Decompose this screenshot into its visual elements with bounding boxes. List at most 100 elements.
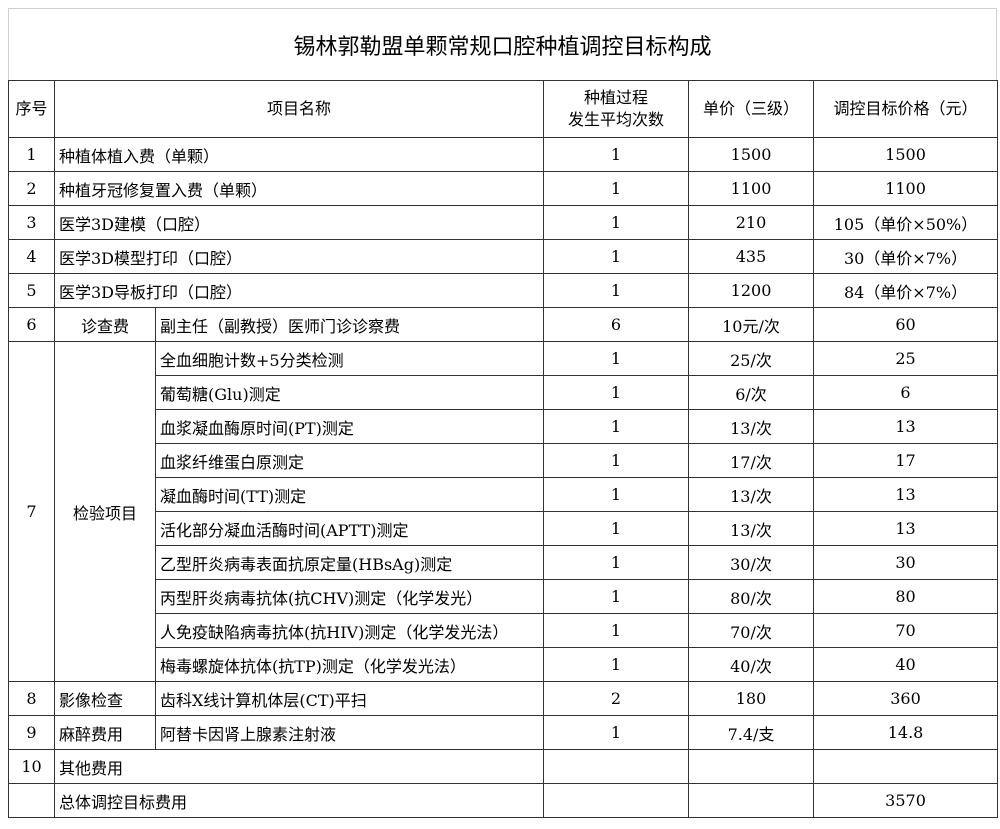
target-cell: 84（单价×7%） bbox=[813, 273, 999, 308]
price-cell: 40/次 bbox=[688, 647, 815, 682]
table-row: 8 影像检查 齿科X线计算机体层(CT)平扫 2 180 360 bbox=[8, 681, 999, 716]
table-row: 乙型肝炎病毒表面抗原定量(HBsAg)测定 1 30/次 30 bbox=[9, 545, 999, 580]
category-cell: 麻醉费用 bbox=[54, 715, 156, 750]
times-cell: 1 bbox=[543, 511, 690, 546]
table-row: 人免疫缺陷病毒抗体(抗HIV)测定（化学发光法） 1 70/次 70 bbox=[9, 613, 999, 648]
item-name: 阿替卡因肾上腺素注射液 bbox=[154, 715, 545, 750]
price-cell: 435 bbox=[688, 239, 815, 274]
item-name: 凝血酶时间(TT)测定 bbox=[154, 477, 545, 512]
item-name: 医学3D导板打印（口腔） bbox=[53, 273, 545, 308]
item-name: 种植牙冠修复置入费（单颗） bbox=[53, 171, 545, 206]
table-row: 总体调控目标费用 3570 bbox=[8, 783, 999, 818]
target-cell: 17 bbox=[813, 443, 999, 478]
row-number: 8 bbox=[8, 681, 55, 716]
header-price: 单价（三级） bbox=[688, 80, 815, 138]
price-cell: 80/次 bbox=[688, 579, 815, 614]
target-cell: 25 bbox=[813, 341, 999, 376]
price-cell: 13/次 bbox=[688, 477, 815, 512]
price-cell: 1100 bbox=[688, 171, 815, 206]
row-number: 4 bbox=[8, 239, 55, 274]
times-cell: 1 bbox=[543, 137, 690, 172]
row-number: 7 bbox=[8, 341, 55, 682]
table-row: 葡萄糖(Glu)测定 1 6/次 6 bbox=[9, 375, 999, 410]
row-number: 2 bbox=[8, 171, 55, 206]
target-cell: 13 bbox=[813, 409, 999, 444]
target-cell: 105（单价×50%） bbox=[813, 205, 999, 240]
times-cell: 1 bbox=[543, 205, 690, 240]
price-cell: 13/次 bbox=[688, 511, 815, 546]
times-cell: 1 bbox=[543, 409, 690, 444]
table-row: 血浆凝血酶原时间(PT)测定 1 13/次 13 bbox=[9, 409, 999, 444]
price-cell: 70/次 bbox=[688, 613, 815, 648]
table-row: 7 检验项目 全血细胞计数+5分类检测 1 25/次 25 bbox=[8, 341, 999, 682]
row-number: 9 bbox=[8, 715, 55, 750]
row-number: 6 bbox=[8, 307, 55, 342]
times-cell: 1 bbox=[543, 443, 690, 478]
row-number: 5 bbox=[8, 273, 55, 308]
times-cell: 1 bbox=[543, 273, 690, 308]
times-cell: 1 bbox=[543, 341, 690, 376]
row-number: 1 bbox=[8, 137, 55, 172]
item-name: 医学3D模型打印（口腔） bbox=[53, 239, 545, 274]
header-row: 序号 项目名称 种植过程 发生平均次数 单价（三级） 调控目标价格（元） bbox=[8, 80, 999, 138]
item-name: 血浆凝血酶原时间(PT)测定 bbox=[154, 409, 545, 444]
table-row: 2 种植牙冠修复置入费（单颗） 1 1100 1100 bbox=[8, 171, 999, 206]
price-cell: 1500 bbox=[688, 137, 815, 172]
item-name: 医学3D建模（口腔） bbox=[53, 205, 545, 240]
price-cell bbox=[688, 749, 815, 784]
table-row: 1 种植体植入费（单颗） 1 1500 1500 bbox=[8, 137, 999, 172]
header-times: 种植过程 发生平均次数 bbox=[543, 80, 690, 138]
table-row: 凝血酶时间(TT)测定 1 13/次 13 bbox=[9, 477, 999, 512]
target-cell: 14.8 bbox=[813, 715, 999, 750]
item-name: 乙型肝炎病毒表面抗原定量(HBsAg)测定 bbox=[154, 545, 545, 580]
item-name: 种植体植入费（单颗） bbox=[53, 137, 545, 172]
table-row: 9 麻醉费用 阿替卡因肾上腺素注射液 1 7.4/支 14.8 bbox=[8, 715, 999, 750]
item-name: 葡萄糖(Glu)测定 bbox=[154, 375, 545, 410]
row-number: 3 bbox=[8, 205, 55, 240]
total-label: 总体调控目标费用 bbox=[53, 783, 545, 818]
cost-table: 序号 项目名称 种植过程 发生平均次数 单价（三级） 调控目标价格（元） 1 种植体… bbox=[8, 80, 999, 818]
price-cell: 210 bbox=[688, 205, 815, 240]
table-row: 活化部分凝血活酶时间(APTT)测定 1 13/次 13 bbox=[9, 511, 999, 546]
item-name: 活化部分凝血活酶时间(APTT)测定 bbox=[154, 511, 545, 546]
item-name: 副主任（副教授）医师门诊诊察费 bbox=[154, 307, 545, 342]
header-target: 调控目标价格（元） bbox=[813, 80, 999, 138]
price-cell: 10元/次 bbox=[688, 307, 815, 342]
table-row: 梅毒螺旋体抗体(抗TP)测定（化学发光法） 1 40/次 40 bbox=[9, 647, 999, 682]
header-name: 项目名称 bbox=[53, 80, 545, 138]
price-cell: 30/次 bbox=[688, 545, 815, 580]
item-name: 血浆纤维蛋白原测定 bbox=[154, 443, 545, 478]
target-cell: 1100 bbox=[813, 171, 999, 206]
total-target: 3570 bbox=[813, 783, 999, 818]
price-cell: 13/次 bbox=[688, 409, 815, 444]
target-cell: 80 bbox=[813, 579, 999, 614]
times-cell: 6 bbox=[543, 307, 690, 342]
price-cell: 6/次 bbox=[688, 375, 815, 410]
item-name: 齿科X线计算机体层(CT)平扫 bbox=[154, 681, 545, 716]
times-cell bbox=[543, 783, 690, 818]
times-cell: 1 bbox=[543, 647, 690, 682]
row-number: 10 bbox=[8, 749, 55, 784]
item-name: 全血细胞计数+5分类检测 bbox=[154, 341, 545, 376]
price-cell: 25/次 bbox=[688, 341, 815, 376]
times-cell: 1 bbox=[543, 171, 690, 206]
table-row: 3 医学3D建模（口腔） 1 210 105（单价×50%） bbox=[8, 205, 999, 240]
times-cell: 1 bbox=[543, 545, 690, 580]
header-no: 序号 bbox=[8, 80, 55, 138]
price-cell: 17/次 bbox=[688, 443, 815, 478]
times-cell: 1 bbox=[543, 715, 690, 750]
target-cell: 30 bbox=[813, 545, 999, 580]
table-row: 5 医学3D导板打印（口腔） 1 1200 84（单价×7%） bbox=[8, 273, 999, 308]
table-row: 血浆纤维蛋白原测定 1 17/次 17 bbox=[9, 443, 999, 478]
target-cell: 360 bbox=[813, 681, 999, 716]
times-cell: 2 bbox=[543, 681, 690, 716]
row-number bbox=[8, 783, 55, 818]
page-title: 锡林郭勒盟单颗常规口腔种植调控目标构成 bbox=[8, 8, 997, 80]
item-name: 人免疫缺陷病毒抗体(抗HIV)测定（化学发光法） bbox=[154, 613, 545, 648]
price-cell: 1200 bbox=[688, 273, 815, 308]
target-cell: 70 bbox=[813, 613, 999, 648]
category-cell: 影像检查 bbox=[54, 681, 156, 716]
times-cell: 1 bbox=[543, 613, 690, 648]
price-cell: 180 bbox=[688, 681, 815, 716]
target-cell: 13 bbox=[813, 511, 999, 546]
